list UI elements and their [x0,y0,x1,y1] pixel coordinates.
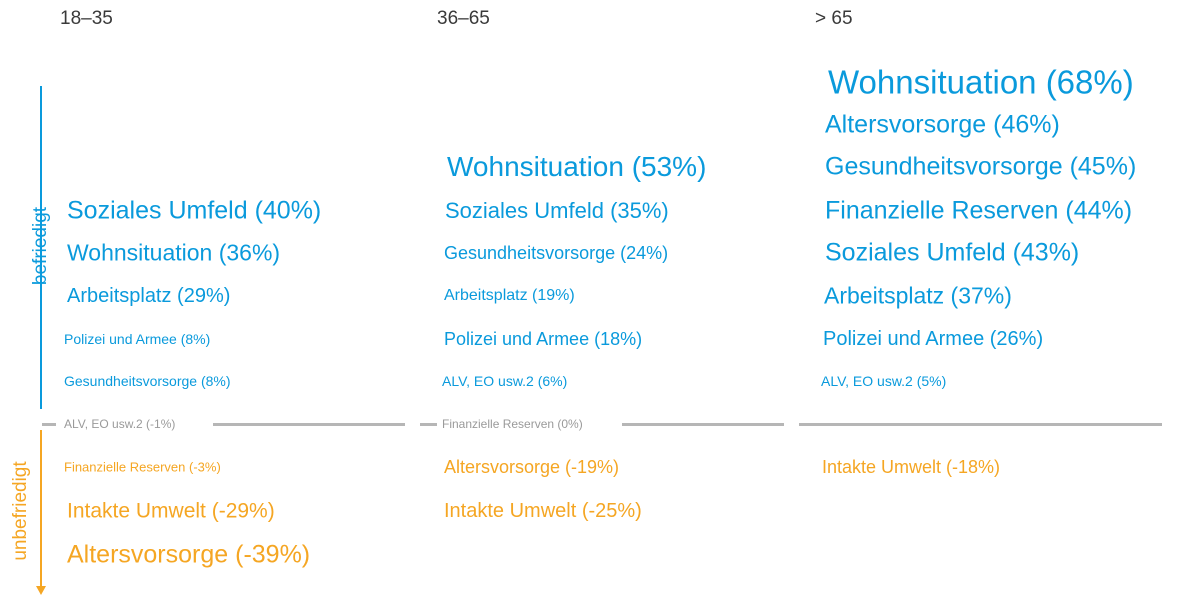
zero-line [420,423,437,426]
negative-axis-arrow [36,586,46,595]
zero-line [622,423,784,426]
data-label: ALV, EO usw.2 (-1%) [64,417,176,431]
data-label: Intakte Umwelt (-25%) [444,500,642,522]
positive-axis-line [40,86,42,409]
data-label: Wohnsituation (53%) [447,151,707,182]
data-label: Soziales Umfeld (35%) [445,198,669,223]
data-label: Soziales Umfeld (40%) [67,196,322,225]
data-label: Polizei und Armee (18%) [444,329,643,349]
positive-axis-label: befriedigt [30,206,51,286]
data-label: ALV, EO usw.2 (5%) [821,373,947,389]
data-label: Gesundheitsvorsorge (8%) [64,373,231,389]
data-label: Altersvorsorge (-39%) [67,540,311,569]
column-header: > 65 [815,8,853,29]
data-label: Polizei und Armee (8%) [64,331,211,347]
column-header: 36–65 [437,8,490,29]
zero-line [213,423,405,426]
data-label: Finanzielle Reserven (44%) [825,196,1133,225]
negative-axis-label: unbefriedigt [10,461,31,561]
data-label: Finanzielle Reserven (-3%) [64,459,221,475]
data-label: Wohnsituation (68%) [828,63,1134,101]
data-label: Intakte Umwelt (-18%) [822,457,1001,477]
data-label: Finanzielle Reserven (0%) [442,417,583,431]
data-label: Altersvorsorge (-19%) [444,457,620,477]
data-label: Intakte Umwelt (-29%) [67,499,275,523]
data-label: ALV, EO usw.2 (6%) [442,373,568,389]
negative-axis-line [40,430,42,588]
data-label: Gesundheitsvorsorge (24%) [444,243,669,263]
data-label: Soziales Umfeld (43%) [825,238,1080,267]
data-label: Wohnsituation (36%) [67,239,281,266]
data-label: Arbeitsplatz (29%) [67,285,231,307]
column-header: 18–35 [60,8,113,29]
data-label: Arbeitsplatz (37%) [824,282,1012,309]
data-label: Arbeitsplatz (19%) [444,287,575,304]
data-label: Polizei und Armee (26%) [823,328,1044,350]
zero-line [799,423,1162,426]
data-label: Gesundheitsvorsorge (45%) [825,152,1137,181]
zero-line [42,423,56,426]
data-label: Altersvorsorge (46%) [825,110,1060,139]
